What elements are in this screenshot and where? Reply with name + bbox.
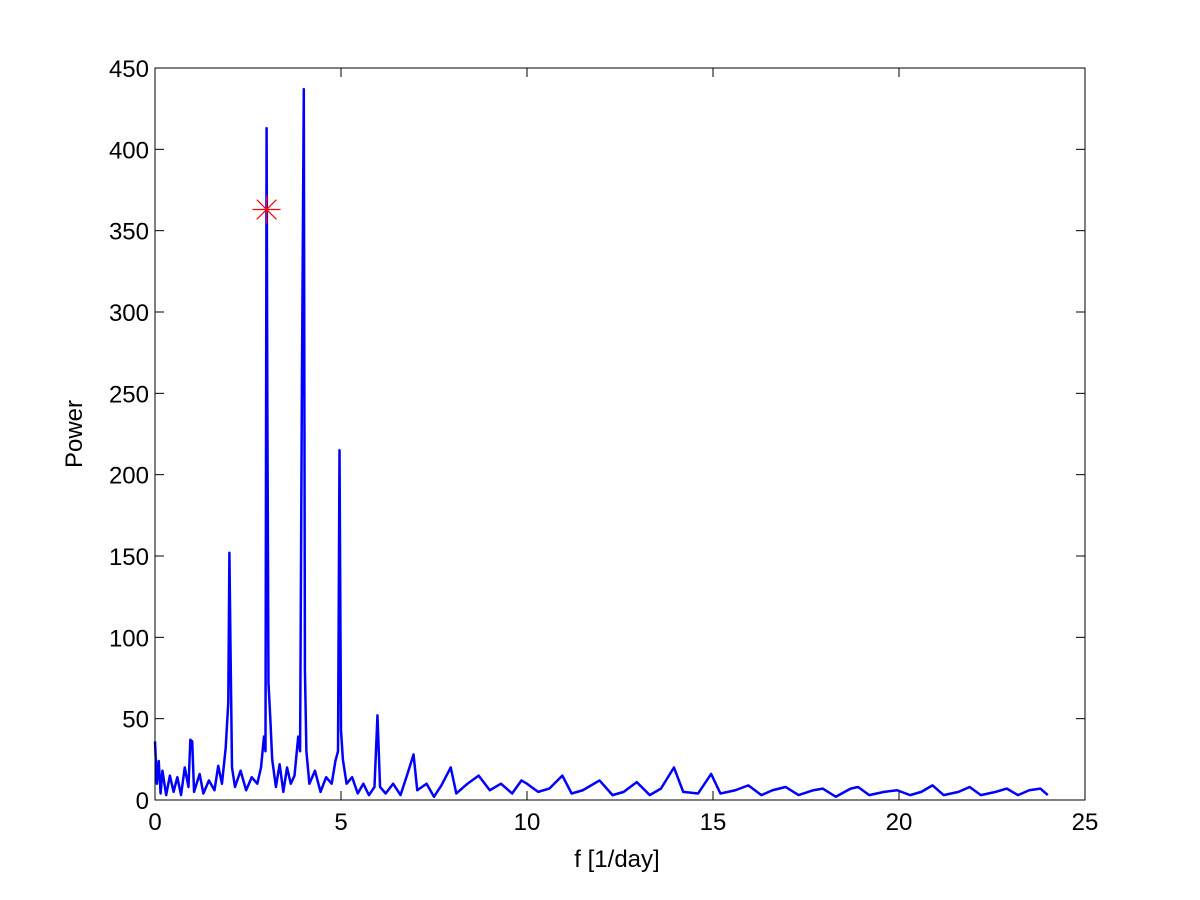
plot-area bbox=[155, 68, 1085, 800]
x-axis-label: f [1/day] bbox=[574, 846, 659, 873]
x-tick-label: 25 bbox=[1072, 809, 1099, 836]
y-tick-label: 150 bbox=[109, 544, 149, 571]
x-tick-label: 0 bbox=[148, 809, 161, 836]
y-tick-label: 50 bbox=[122, 707, 149, 734]
y-tick-label: 250 bbox=[109, 381, 149, 408]
x-tick-label: 20 bbox=[886, 809, 913, 836]
y-tick-label: 450 bbox=[109, 56, 149, 83]
x-tick-label: 10 bbox=[514, 809, 541, 836]
y-tick-label: 300 bbox=[109, 300, 149, 327]
star-marker bbox=[252, 195, 281, 224]
spectrum-line bbox=[153, 87, 1049, 798]
y-tick-label: 350 bbox=[109, 219, 149, 246]
x-tick-label: 15 bbox=[700, 809, 727, 836]
y-tick-label: 0 bbox=[136, 788, 149, 815]
y-tick-label: 400 bbox=[109, 137, 149, 164]
x-tick-label: 5 bbox=[334, 809, 347, 836]
y-tick-label: 200 bbox=[109, 463, 149, 490]
y-tick-label: 100 bbox=[109, 625, 149, 652]
axes-box bbox=[154, 67, 1086, 801]
y-axis-label: Power bbox=[61, 400, 88, 468]
